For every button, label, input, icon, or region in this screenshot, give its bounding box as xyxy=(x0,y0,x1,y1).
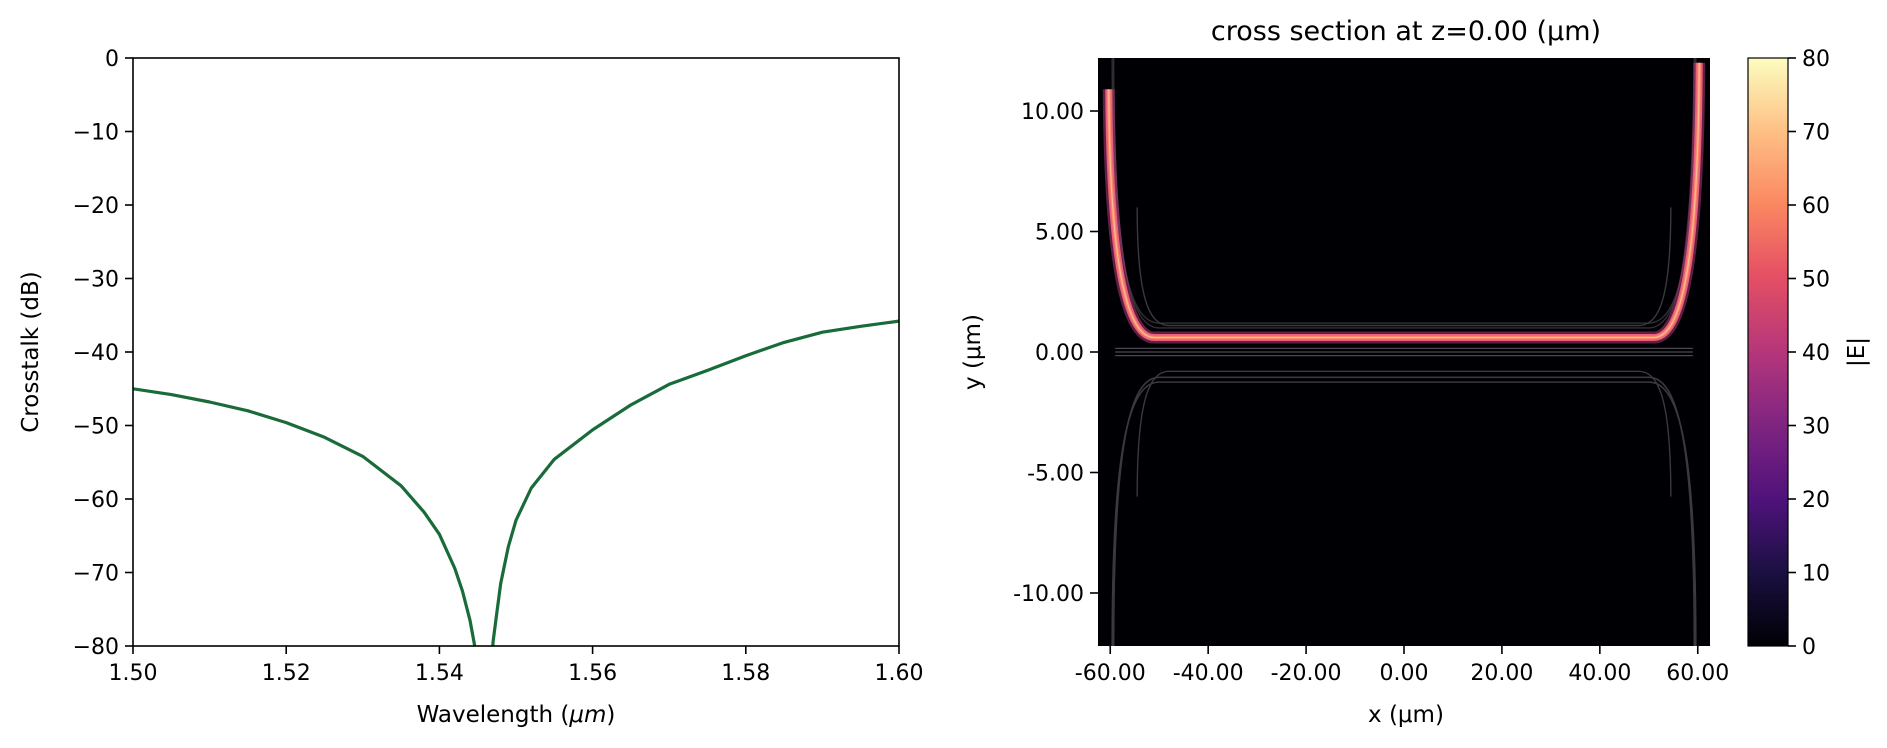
crosstalk-y-tick-label: −50 xyxy=(73,415,119,440)
colorbar-tick-label: 40 xyxy=(1802,341,1830,366)
colorbar-label: |E| xyxy=(1844,337,1870,367)
colorbar-tick-label: 80 xyxy=(1802,47,1830,72)
heatmap-x-tick-label: 0.00 xyxy=(1380,661,1429,686)
colorbar-tick-label: 20 xyxy=(1802,488,1830,513)
colorbar-tick-label: 10 xyxy=(1802,562,1830,587)
crosstalk-y-tick-label: −30 xyxy=(73,268,119,293)
heatmap-y-tick-label: 10.00 xyxy=(1021,100,1084,125)
crosstalk-y-axis-label: Crosstalk (dB) xyxy=(18,271,44,433)
colorbar xyxy=(1747,57,1789,647)
crosstalk-y-tick-label: −70 xyxy=(73,562,119,587)
colorbar-tick-label: 50 xyxy=(1802,268,1830,293)
crosstalk-y-tick-label: −80 xyxy=(73,635,119,660)
crosstalk-x-tick-label: 1.60 xyxy=(875,661,924,686)
crosstalk-x-tick-label: 1.54 xyxy=(415,661,464,686)
crosstalk-x-tick-label: 1.52 xyxy=(262,661,311,686)
crosstalk-x-tick-label: 1.50 xyxy=(109,661,158,686)
heatmap-x-tick-label: 60.00 xyxy=(1666,661,1729,686)
crosstalk-y-tick-label: 0 xyxy=(105,47,119,72)
crosstalk-series-line-1 xyxy=(491,319,899,646)
cross-section-heatmap: cross section at z=0.00 (μm) -60.00 -40.0… xyxy=(960,16,1870,728)
heatmap-x-tick-label: 40.00 xyxy=(1568,661,1631,686)
crosstalk-y-tick-label: −20 xyxy=(73,194,119,219)
crosstalk-plot-area xyxy=(133,58,899,646)
heatmap-x-tick-label: 20.00 xyxy=(1470,661,1533,686)
crosstalk-x-tick-label: 1.56 xyxy=(568,661,617,686)
heatmap-title: cross section at z=0.00 (μm) xyxy=(1211,16,1601,47)
heatmap-y-tick-label: 5.00 xyxy=(1035,221,1084,246)
heatmap-x-tick-label: -40.00 xyxy=(1173,661,1244,686)
heatmap-y-tick-label: -10.00 xyxy=(1013,582,1084,607)
inner-lower-waveguide xyxy=(1136,370,1672,497)
crosstalk-chart: 1.50 1.52 1.54 1.56 1.58 1.60 0 −10 −20 −30 −40 −5… xyxy=(18,47,923,728)
heatmap-y-tick-label: -5.00 xyxy=(1027,461,1084,486)
colorbar-tick-label: 60 xyxy=(1802,194,1830,219)
colorbar-tick-label: 0 xyxy=(1802,635,1816,660)
heatmap-x-tick-label: -60.00 xyxy=(1075,661,1146,686)
crosstalk-y-tick-label: −60 xyxy=(73,488,119,513)
colorbar-tick-label: 30 xyxy=(1802,415,1830,440)
heatmap-y-tick-label: 0.00 xyxy=(1035,341,1084,366)
heatmap-y-axis-label: y (μm) xyxy=(960,314,986,390)
crosstalk-y-tick-label: −10 xyxy=(73,121,119,146)
crosstalk-y-tick-label: −40 xyxy=(73,341,119,366)
outer-lower-waveguide xyxy=(1112,376,1696,646)
outer-lower-waveguide xyxy=(1111,381,1697,646)
inner-upper-waveguide xyxy=(1136,207,1672,327)
colorbar-tick-label: 70 xyxy=(1802,121,1830,146)
crosstalk-x-tick-label: 1.58 xyxy=(721,661,770,686)
crosstalk-series-line-0 xyxy=(133,387,477,646)
heatmap-x-tick-label: -20.00 xyxy=(1271,661,1342,686)
field-highlight xyxy=(1108,62,1700,339)
heatmap-x-axis-label: x (μm) xyxy=(1368,702,1444,728)
crosstalk-x-axis-label: Wavelength (μm) xyxy=(417,702,616,728)
